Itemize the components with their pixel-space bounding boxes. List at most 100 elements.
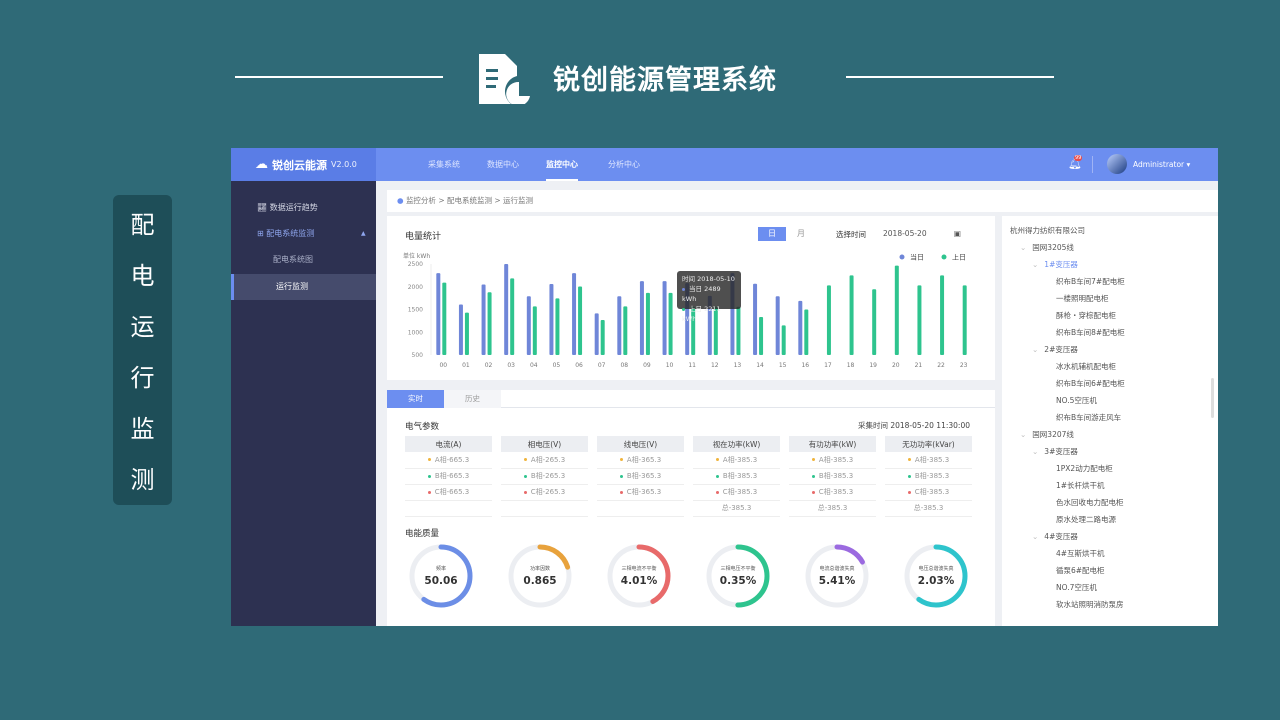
x-tick-label: 04 bbox=[530, 362, 538, 369]
tree-node[interactable]: 4#互斯烘干机 bbox=[1002, 545, 1218, 562]
sidebar-item-distribution-monitor[interactable]: ⊞ 配电系统监测 ▲ bbox=[231, 221, 376, 247]
param-cell: B相-265.3 bbox=[501, 468, 588, 485]
bar-today[interactable] bbox=[775, 296, 780, 355]
bar-yesterday[interactable] bbox=[962, 285, 967, 355]
nav-collect[interactable]: 采集系统 bbox=[428, 160, 460, 169]
chevron-down-icon[interactable]: ⌄ bbox=[1032, 345, 1039, 354]
tree-node[interactable]: 织布B车间7#配电柜 bbox=[1002, 273, 1218, 290]
bar-yesterday[interactable] bbox=[555, 298, 560, 355]
gauge: 电流总谐波失真 5.41% bbox=[805, 544, 869, 608]
bar-today[interactable] bbox=[549, 284, 554, 355]
sidebar-item-run-monitor[interactable]: 运行监测 bbox=[231, 274, 376, 300]
tree-node[interactable]: 酥枪・穿棕配电柜 bbox=[1002, 307, 1218, 324]
chevron-down-icon[interactable]: ⌄ bbox=[1032, 532, 1039, 541]
bar-yesterday[interactable] bbox=[781, 325, 786, 355]
bar-yesterday[interactable] bbox=[940, 275, 945, 355]
tree-node[interactable]: 原水处理二路电源 bbox=[1002, 511, 1218, 528]
bar-yesterday[interactable] bbox=[804, 309, 809, 356]
tree-node[interactable]: NO.7空压机 bbox=[1002, 579, 1218, 596]
bar-yesterday[interactable] bbox=[713, 306, 718, 355]
gauge-label: 电流总谐波失真 bbox=[819, 565, 854, 572]
tab-history[interactable]: 历史 bbox=[444, 390, 501, 408]
tree-scrollbar[interactable] bbox=[1211, 378, 1214, 418]
breadcrumb-text[interactable]: 监控分析 > 配电系统监测 > 运行监测 bbox=[405, 196, 534, 205]
tree-node[interactable]: 杭州得力纺织有限公司 bbox=[1002, 222, 1218, 239]
nav-monitor[interactable]: 监控中心 bbox=[546, 148, 578, 181]
tree-node[interactable]: ⌄ 国网3205线 bbox=[1002, 239, 1218, 256]
tree-node-label: 织布B车间游走风车 bbox=[1056, 413, 1122, 422]
bar-yesterday[interactable] bbox=[442, 282, 447, 355]
bar-yesterday[interactable] bbox=[826, 285, 831, 355]
tree-node[interactable]: 色水回收电力配电柜 bbox=[1002, 494, 1218, 511]
bell-icon[interactable]: 🔔︎ 99 bbox=[1068, 155, 1083, 170]
tree-node[interactable]: 织布B车间8#配电柜 bbox=[1002, 324, 1218, 341]
tree-node[interactable]: 织布B车间游走风车 bbox=[1002, 409, 1218, 426]
tree-node[interactable]: 一楼照明配电柜 bbox=[1002, 290, 1218, 307]
bar-today[interactable] bbox=[662, 281, 667, 355]
legend-label[interactable]: 上日 bbox=[952, 254, 966, 262]
location-pin-icon: ● bbox=[397, 196, 404, 205]
bar-yesterday[interactable] bbox=[487, 292, 492, 355]
bar-yesterday[interactable] bbox=[668, 292, 673, 355]
tree-node[interactable]: 冰水机辅机配电柜 bbox=[1002, 358, 1218, 375]
tree-node[interactable]: 软水站照明消防泵房 bbox=[1002, 596, 1218, 613]
bar-yesterday[interactable] bbox=[872, 289, 877, 355]
bar-today[interactable] bbox=[436, 273, 441, 355]
bar-yesterday[interactable] bbox=[736, 306, 741, 355]
bar-today[interactable] bbox=[481, 284, 486, 355]
chevron-down-icon[interactable]: ⌄ bbox=[1032, 447, 1039, 456]
date-picker[interactable]: 2018-05-20 ▣ bbox=[877, 226, 967, 242]
tree-node[interactable]: NO.5空压机 bbox=[1002, 392, 1218, 409]
legend-label[interactable]: 当日 bbox=[910, 254, 924, 262]
bar-today[interactable] bbox=[753, 283, 758, 355]
bar-yesterday[interactable] bbox=[691, 306, 696, 355]
bar-yesterday[interactable] bbox=[578, 286, 583, 355]
x-tick-label: 06 bbox=[575, 362, 583, 369]
sidebar-item-trend[interactable]: 📈︎ 数据运行趋势 bbox=[231, 195, 376, 221]
bar-today[interactable] bbox=[639, 281, 644, 355]
tree-node[interactable]: ⌄ 国网3207线 bbox=[1002, 426, 1218, 443]
bar-yesterday[interactable] bbox=[759, 317, 764, 355]
user-menu[interactable]: Administrator ▾ bbox=[1133, 160, 1191, 169]
avatar[interactable] bbox=[1107, 154, 1127, 174]
tree-node[interactable]: ⌄ 4#变压器 bbox=[1002, 528, 1218, 545]
bar-today[interactable] bbox=[617, 296, 622, 355]
tab-realtime[interactable]: 实时 bbox=[387, 390, 444, 408]
bar-yesterday[interactable] bbox=[623, 306, 628, 355]
tree-node[interactable]: 1#长杆烘干机 bbox=[1002, 477, 1218, 494]
nav-data[interactable]: 数据中心 bbox=[487, 160, 519, 169]
chevron-down-icon[interactable]: ⌄ bbox=[1020, 243, 1027, 252]
param-cell: C相-365.3 bbox=[597, 484, 684, 501]
bar-yesterday[interactable] bbox=[464, 312, 469, 355]
tree-node[interactable]: ⌄ 2#变压器 bbox=[1002, 341, 1218, 358]
bar-yesterday[interactable] bbox=[849, 275, 854, 355]
tree-node[interactable]: 1PX2动力配电柜 bbox=[1002, 460, 1218, 477]
param-cell: 总-385.3 bbox=[693, 500, 780, 517]
tree-node[interactable]: 循泵6#配电柜 bbox=[1002, 562, 1218, 579]
bar-yesterday[interactable] bbox=[894, 265, 899, 355]
tree-node[interactable]: 织布B车间6#配电柜 bbox=[1002, 375, 1218, 392]
phase-dot bbox=[715, 474, 719, 478]
tree-node[interactable]: ⌄ 3#变压器 bbox=[1002, 443, 1218, 460]
sidebar-item-diagram[interactable]: 配电系统图 bbox=[273, 255, 313, 264]
bar-today[interactable] bbox=[504, 264, 509, 355]
bar-today[interactable] bbox=[458, 304, 463, 355]
tab-day[interactable]: 日 bbox=[758, 227, 786, 241]
tab-month[interactable]: 月 bbox=[797, 229, 805, 238]
bar-today[interactable] bbox=[526, 296, 531, 355]
bar-today[interactable] bbox=[572, 273, 577, 355]
chevron-down-icon[interactable]: ⌄ bbox=[1020, 430, 1027, 439]
bar-yesterday[interactable] bbox=[532, 306, 537, 355]
tree-node[interactable]: ⌄ 1#变压器 bbox=[1002, 256, 1218, 273]
bar-yesterday[interactable] bbox=[917, 285, 922, 355]
bar-yesterday[interactable] bbox=[645, 292, 650, 355]
bar-today[interactable] bbox=[594, 313, 599, 355]
param-cell: B相-385.3 bbox=[693, 468, 780, 485]
nav-analysis[interactable]: 分析中心 bbox=[608, 160, 640, 169]
chevron-down-icon[interactable]: ⌄ bbox=[1032, 260, 1039, 269]
bar-yesterday[interactable] bbox=[600, 319, 605, 355]
bar-yesterday[interactable] bbox=[510, 278, 515, 355]
bar-today[interactable] bbox=[798, 300, 803, 355]
brand-logo[interactable]: ☁ 锐创云能源 V2.0.0 bbox=[231, 148, 376, 181]
bar-today[interactable] bbox=[707, 295, 712, 355]
